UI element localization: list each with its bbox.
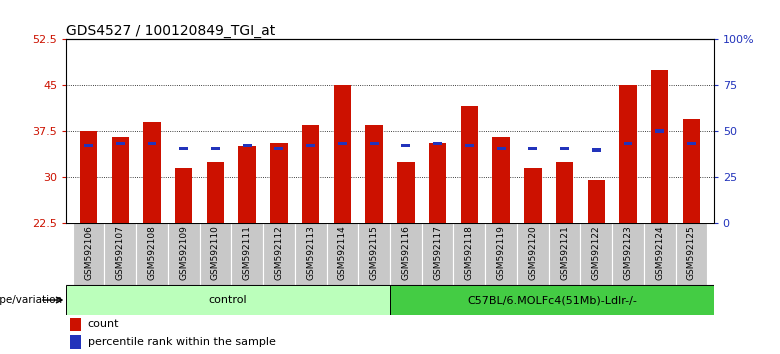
- Bar: [302, 125, 319, 223]
- Bar: [270, 143, 288, 223]
- Bar: [239, 146, 256, 223]
- Bar: [168, 223, 200, 285]
- Bar: [619, 85, 636, 223]
- Bar: [687, 142, 696, 145]
- Bar: [232, 223, 263, 285]
- Bar: [528, 147, 537, 150]
- Bar: [307, 144, 315, 147]
- Bar: [295, 223, 327, 285]
- Bar: [73, 223, 105, 285]
- Text: control: control: [209, 295, 247, 305]
- Text: GSM592111: GSM592111: [243, 225, 252, 280]
- Text: GSM592125: GSM592125: [687, 225, 696, 280]
- Bar: [338, 142, 347, 145]
- Bar: [453, 223, 485, 285]
- Text: GSM592114: GSM592114: [338, 225, 347, 280]
- Text: GSM592118: GSM592118: [465, 225, 473, 280]
- Bar: [402, 144, 410, 147]
- Text: GSM592116: GSM592116: [402, 225, 410, 280]
- Text: GSM592112: GSM592112: [275, 225, 283, 280]
- Text: GDS4527 / 100120849_TGI_at: GDS4527 / 100120849_TGI_at: [66, 24, 275, 38]
- Bar: [390, 285, 714, 315]
- Bar: [200, 223, 232, 285]
- Bar: [69, 318, 81, 331]
- Text: GSM592115: GSM592115: [370, 225, 378, 280]
- Bar: [592, 148, 601, 152]
- Bar: [136, 223, 168, 285]
- Bar: [115, 142, 125, 145]
- Bar: [66, 285, 390, 315]
- Text: GSM592113: GSM592113: [307, 225, 315, 280]
- Text: GSM592122: GSM592122: [592, 225, 601, 280]
- Text: GSM592117: GSM592117: [433, 225, 442, 280]
- Bar: [644, 223, 675, 285]
- Text: GSM592124: GSM592124: [655, 225, 665, 280]
- Text: percentile rank within the sample: percentile rank within the sample: [87, 337, 275, 347]
- Bar: [675, 223, 707, 285]
- Bar: [179, 147, 188, 150]
- Text: GSM592120: GSM592120: [528, 225, 537, 280]
- Bar: [429, 143, 446, 223]
- Bar: [275, 147, 283, 150]
- Bar: [682, 119, 700, 223]
- Bar: [358, 223, 390, 285]
- Bar: [548, 223, 580, 285]
- Bar: [243, 144, 252, 147]
- Bar: [144, 122, 161, 223]
- Bar: [147, 142, 157, 145]
- Bar: [580, 223, 612, 285]
- Bar: [390, 223, 422, 285]
- Bar: [175, 168, 193, 223]
- Text: GSM592119: GSM592119: [497, 225, 505, 280]
- Bar: [397, 162, 415, 223]
- Bar: [524, 168, 541, 223]
- Bar: [623, 142, 633, 145]
- Text: GSM592121: GSM592121: [560, 225, 569, 280]
- Bar: [370, 142, 378, 145]
- Bar: [80, 131, 98, 223]
- Bar: [461, 107, 478, 223]
- Bar: [485, 223, 517, 285]
- Bar: [112, 137, 129, 223]
- Bar: [365, 125, 383, 223]
- Bar: [334, 85, 351, 223]
- Bar: [327, 223, 358, 285]
- Bar: [105, 223, 136, 285]
- Bar: [651, 70, 668, 223]
- Bar: [497, 147, 505, 150]
- Bar: [69, 335, 81, 349]
- Bar: [517, 223, 548, 285]
- Bar: [422, 223, 453, 285]
- Bar: [84, 144, 93, 147]
- Text: count: count: [87, 319, 119, 329]
- Bar: [207, 162, 224, 223]
- Bar: [433, 142, 442, 145]
- Text: GSM592123: GSM592123: [623, 225, 633, 280]
- Bar: [492, 137, 510, 223]
- Text: C57BL/6.MOLFc4(51Mb)-Ldlr-/-: C57BL/6.MOLFc4(51Mb)-Ldlr-/-: [467, 295, 636, 305]
- Bar: [263, 223, 295, 285]
- Bar: [465, 144, 473, 147]
- Text: GSM592108: GSM592108: [147, 225, 157, 280]
- Text: GSM592107: GSM592107: [115, 225, 125, 280]
- Text: GSM592106: GSM592106: [84, 225, 93, 280]
- Bar: [560, 147, 569, 150]
- Bar: [587, 180, 605, 223]
- Bar: [655, 130, 665, 132]
- Text: genotype/variation: genotype/variation: [0, 295, 62, 305]
- Bar: [211, 147, 220, 150]
- Bar: [612, 223, 644, 285]
- Text: GSM592109: GSM592109: [179, 225, 188, 280]
- Bar: [556, 162, 573, 223]
- Text: GSM592110: GSM592110: [211, 225, 220, 280]
